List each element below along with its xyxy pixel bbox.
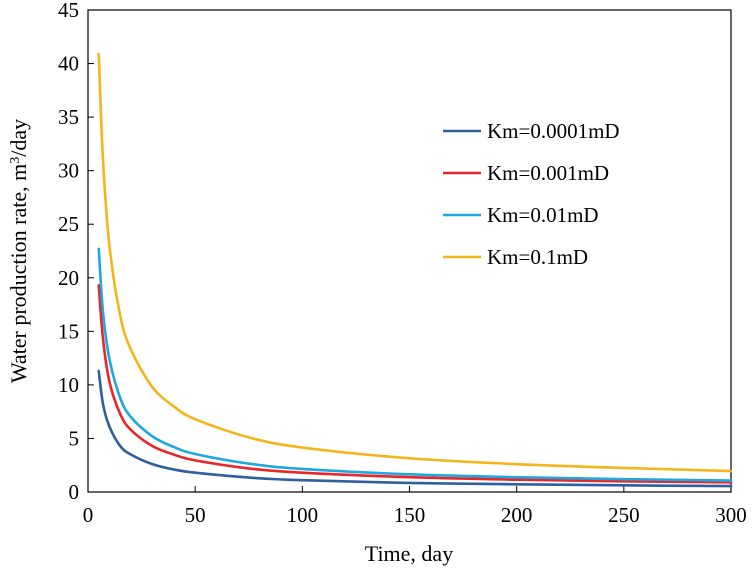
y-tick-label: 35 [58, 105, 79, 129]
legend: Km=0.0001mD Km=0.001mD Km=0.01mD Km=0.1mD [443, 119, 620, 269]
series-line-4 [97, 52, 733, 473]
x-tick-label: 0 [83, 503, 94, 527]
series-line-3 [97, 247, 733, 482]
x-tick-label: 200 [501, 503, 533, 527]
y-tick-label: 5 [69, 426, 80, 450]
legend-label-1: Km=0.0001mD [487, 119, 620, 143]
legend-label-4: Km=0.1mD [487, 245, 588, 269]
x-tick-label: 300 [715, 503, 747, 527]
y-tick-label: 30 [58, 159, 79, 183]
y-tick-label: 45 [58, 0, 79, 22]
plot-area [87, 9, 732, 493]
y-tick-label: 15 [58, 319, 79, 343]
y-tick-label: 10 [58, 373, 79, 397]
x-tick-label: 150 [394, 503, 426, 527]
y-tick-label: 40 [58, 52, 79, 76]
legend-label-2: Km=0.001mD [487, 161, 609, 185]
y-axis: 0 5 10 15 20 25 30 35 40 45 [58, 0, 94, 504]
series-lines [97, 52, 733, 488]
x-tick-label: 50 [185, 503, 206, 527]
x-tick-label: 100 [287, 503, 319, 527]
x-tick-label: 250 [608, 503, 640, 527]
series-line-2 [97, 283, 733, 484]
series-line-1 [97, 369, 733, 488]
y-tick-label: 0 [69, 480, 80, 504]
legend-label-3: Km=0.01mD [487, 203, 599, 227]
x-axis-title: Time, day [365, 541, 453, 566]
y-tick-label: 20 [58, 266, 79, 290]
y-axis-title-superscript: 3 [8, 157, 23, 164]
y-axis-title: Water production rate, m3/day [6, 119, 31, 383]
y-tick-label: 25 [58, 212, 79, 236]
x-axis: 0 50 100 150 200 250 300 [83, 486, 747, 527]
